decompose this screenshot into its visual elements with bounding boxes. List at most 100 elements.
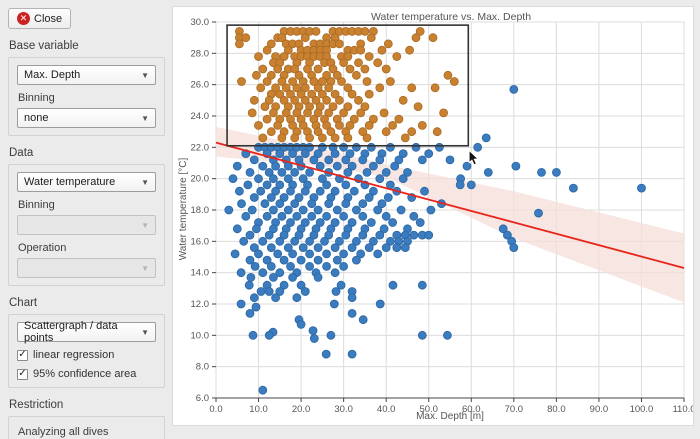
y-tick-label: 12.0 [191,299,210,310]
scatter-point [317,133,327,143]
scatter-point [251,302,261,312]
scatter-point [407,127,417,137]
x-tick-label: 0.0 [209,404,222,415]
scatter-point [375,299,385,309]
scatter-point [307,211,317,221]
base-variable-select[interactable]: Max. Depth ▼ [17,65,156,85]
scatter-point [332,255,342,265]
data-panel: Water temperature ▼ Binning ▼ Operation … [8,164,165,286]
scatter-point [283,205,293,215]
scatter-point [313,243,323,253]
scatter-point [260,199,270,209]
scatter-point [281,108,291,118]
y-tick-label: 18.0 [191,205,210,216]
linear-regression-checkbox-row[interactable]: ✓ linear regression [17,349,156,361]
data-section-label: Data [9,147,34,159]
scatter-point [249,243,259,253]
scatter-point [398,149,408,159]
y-tick-label: 20.0 [191,174,210,185]
scatter-point [424,149,434,159]
control-sidebar: ✕ Close Base variable Max. Depth ▼ Binni… [0,0,172,439]
chart-panel: Scattergraph / data points ▼ ✓ linear re… [8,314,165,388]
scatter-point [347,308,357,318]
scatter-point [368,114,378,124]
scatter-point [264,230,274,240]
scatter-point [351,70,361,80]
scatter-point [358,230,368,240]
confidence-area-checkbox-row[interactable]: ✓ 95% confidence area [17,368,156,380]
scatter-point [254,249,263,259]
scatter-point [373,58,383,68]
scatter-point [290,95,300,105]
x-tick-label: 60.0 [462,404,481,415]
scatter-point [334,121,344,130]
chevron-down-icon: ▼ [141,70,149,80]
scatter-point [405,45,415,55]
scatter-point [283,243,293,253]
close-button[interactable]: ✕ Close [8,8,72,29]
scatter-point [364,121,374,130]
scatter-point [375,83,385,93]
base-binning-select[interactable]: none ▼ [17,108,156,128]
scatter-point [271,293,280,303]
linear-regression-checkbox[interactable]: ✓ [17,349,28,361]
scatter-point [481,133,491,143]
scatter-point [329,299,339,309]
scatter-point [286,218,295,227]
scatter-point [279,255,289,265]
scatter-point [315,186,325,196]
scatter-point [298,121,308,130]
scatter-point [236,299,246,309]
scatter-point [286,186,295,196]
y-tick-label: 10.0 [191,330,210,341]
scatter-point [290,64,300,74]
scatter-point [288,149,297,159]
data-variable-select[interactable]: Water temperature ▼ [17,172,156,192]
scatter-point [364,193,374,202]
scatter-point [249,95,259,105]
scatter-point [403,167,412,177]
scatter-point [254,52,263,61]
scatter-point [330,89,340,99]
scatter-point [244,280,254,290]
scatter-point [334,236,344,246]
scatter-point [308,326,318,336]
scatter-point [258,133,268,143]
scatter-point [390,161,400,171]
scatter-point [279,280,289,290]
scatter-point [269,272,278,282]
scatter-point [305,133,315,143]
selection-rectangle[interactable] [226,24,470,147]
x-tick-label: 40.0 [377,404,396,415]
x-tick-label: 80.0 [547,404,566,415]
scatter-point [322,211,332,221]
scatter-point [332,70,342,80]
scatter-point [256,83,266,93]
scatter-point [322,70,332,80]
scatter-point [258,64,268,74]
scatter-point [366,218,376,227]
scatter-point [411,142,421,152]
confidence-area-checkbox[interactable]: ✓ [17,368,28,380]
chart-type-select[interactable]: Scattergraph / data points ▼ [17,320,156,344]
x-tick-label: 90.0 [590,404,609,415]
scatter-point [290,167,300,177]
x-tick-label: 110.0 [672,404,693,415]
chevron-down-icon: ▼ [141,220,149,230]
chevron-down-icon: ▼ [141,327,149,337]
scatter-point [343,52,353,61]
scatter-point [271,161,280,171]
scatter-point [331,287,341,296]
scatter-point [243,180,253,190]
scatter-point [455,180,465,190]
scatter-point [241,33,251,43]
x-tick-label: 30.0 [334,404,353,415]
scatter-point [311,95,321,105]
scatter-point [269,224,278,234]
scatter-point [394,114,404,124]
scatter-point [269,108,278,118]
scatter-point [383,39,393,49]
scatter-point [349,186,359,196]
scatter-point [339,142,349,152]
selection-rectangle-outline[interactable] [226,24,470,147]
